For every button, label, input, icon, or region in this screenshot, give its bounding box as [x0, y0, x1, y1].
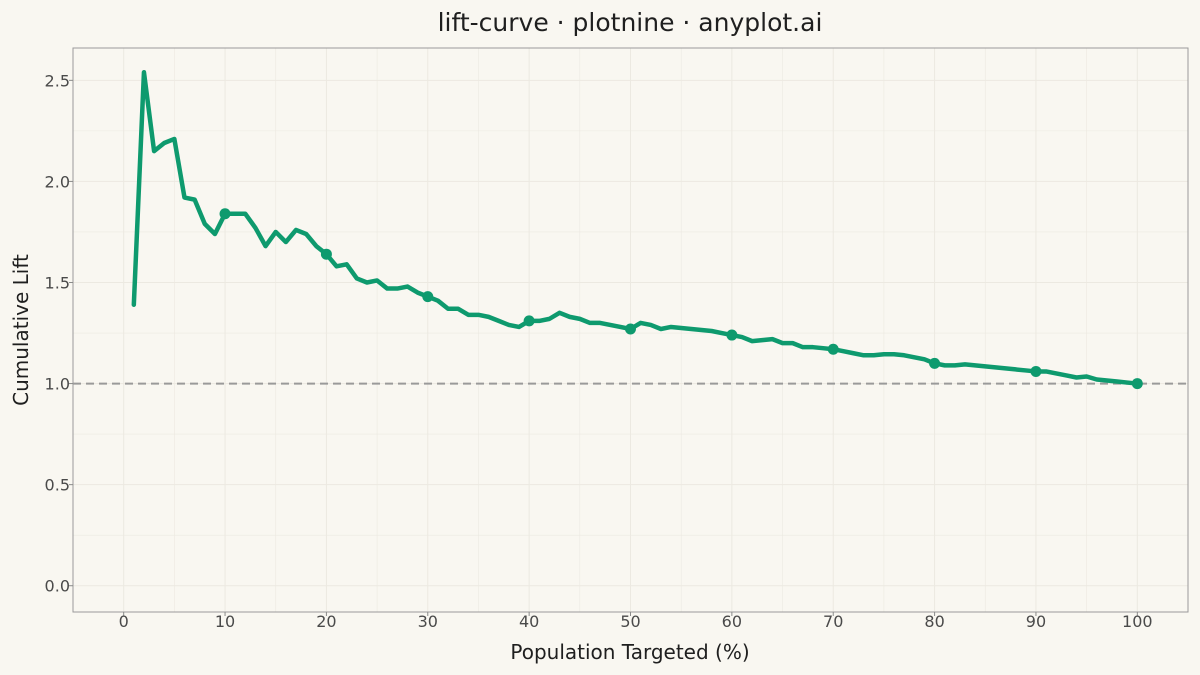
x-tick-label: 40: [519, 612, 539, 631]
chart-title: lift-curve · plotnine · anyplot.ai: [438, 8, 823, 37]
x-tick-label: 80: [924, 612, 944, 631]
lift-curve-point: [1030, 365, 1042, 377]
x-tick-label: 20: [316, 612, 336, 631]
lift-curve-point: [827, 343, 839, 355]
x-tick-label: 90: [1026, 612, 1046, 631]
lift-curve-point: [625, 323, 636, 335]
x-axis-title: Population Targeted (%): [510, 640, 749, 664]
x-tick-label: 100: [1122, 612, 1153, 631]
x-tick-label: 10: [215, 612, 235, 631]
series-layer: [131, 70, 1143, 390]
lift-curve-point: [422, 291, 434, 303]
lift-curve-point: [320, 248, 332, 260]
y-tick-label: 2.5: [45, 71, 70, 90]
lift-curve-point: [726, 329, 738, 341]
lift-curve-line: [131, 70, 1140, 386]
y-tick-label: 1.5: [45, 273, 70, 292]
y-tick-label: 1.0: [45, 375, 70, 394]
y-tick-label: 0.5: [45, 476, 70, 495]
lift-curve-point: [523, 315, 535, 327]
y-tick-label: 0.0: [45, 577, 70, 596]
x-tick-label: 0: [119, 612, 129, 631]
axis-ticks: 0 10 20 30 40 50 60 70 80 90 100 0.0 0.5 1.0 1.5 2.0 2.5: [45, 71, 1153, 631]
x-tick-label: 30: [418, 612, 438, 631]
y-axis-title: Cumulative Lift: [9, 254, 33, 406]
x-tick-label: 50: [620, 612, 640, 631]
lift-curve-point: [1131, 378, 1143, 390]
x-tick-label: 60: [722, 612, 742, 631]
x-tick-label: 70: [823, 612, 843, 631]
lift-curve-point: [929, 357, 941, 369]
lift-curve-point: [219, 208, 231, 220]
y-tick-label: 2.0: [45, 172, 70, 191]
